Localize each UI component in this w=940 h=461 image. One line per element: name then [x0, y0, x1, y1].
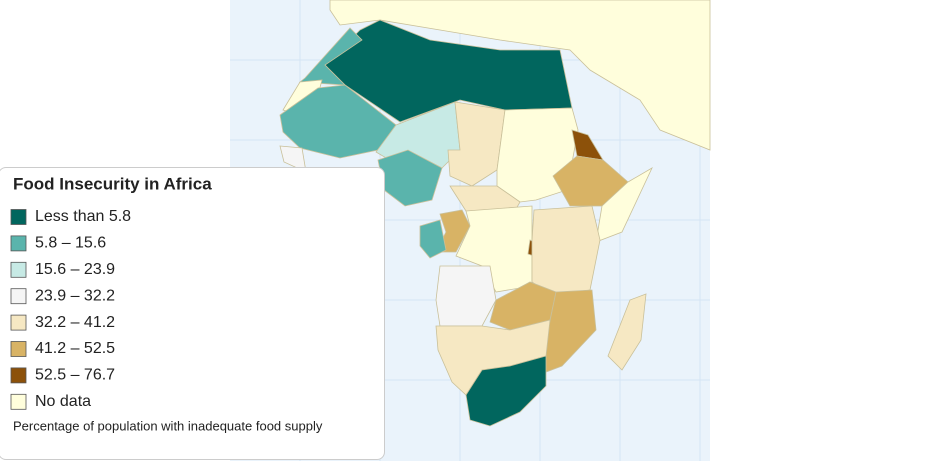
- legend-label: 41.2 – 52.5: [35, 340, 115, 357]
- legend-label: 32.2 – 41.2: [35, 314, 115, 331]
- legend-swatch: [10, 314, 27, 331]
- legend-label: 23.9 – 32.2: [35, 287, 115, 304]
- country: [324, 19, 573, 123]
- country: [531, 205, 601, 297]
- legend-title: Food Insecurity in Africa: [13, 174, 212, 193]
- legend-swatch: [10, 235, 27, 252]
- legend: Food Insecurity in Africa Less than 5.8 5…: [0, 167, 385, 460]
- country: [435, 265, 497, 327]
- legend-swatch: [10, 209, 27, 225]
- legend-label: Less than 5.8: [35, 208, 131, 225]
- legend-swatch: [10, 341, 27, 357]
- country: [329, 0, 711, 151]
- legend-label: 5.8 – 15.6: [35, 235, 106, 252]
- country: [465, 355, 547, 427]
- legend-swatch: [10, 288, 27, 305]
- country: [607, 293, 647, 371]
- legend-svg: Food Insecurity in Africa Less than 5.8 5…: [10, 174, 323, 433]
- countries: [279, 0, 711, 427]
- legend-label: 52.5 – 76.7: [35, 367, 115, 384]
- legend-note: Percentage of population with inadequate…: [13, 418, 323, 433]
- country: [419, 219, 447, 259]
- legend-swatch: [10, 367, 27, 384]
- legend-swatch: [10, 261, 27, 278]
- legend-label: 15.6 – 23.9: [35, 261, 115, 278]
- legend-items: Less than 5.8 5.8 – 15.6 15.6 – 23.9 23.9 –…: [10, 208, 131, 410]
- legend-swatch: [10, 393, 27, 410]
- legend-label: No data: [35, 393, 91, 410]
